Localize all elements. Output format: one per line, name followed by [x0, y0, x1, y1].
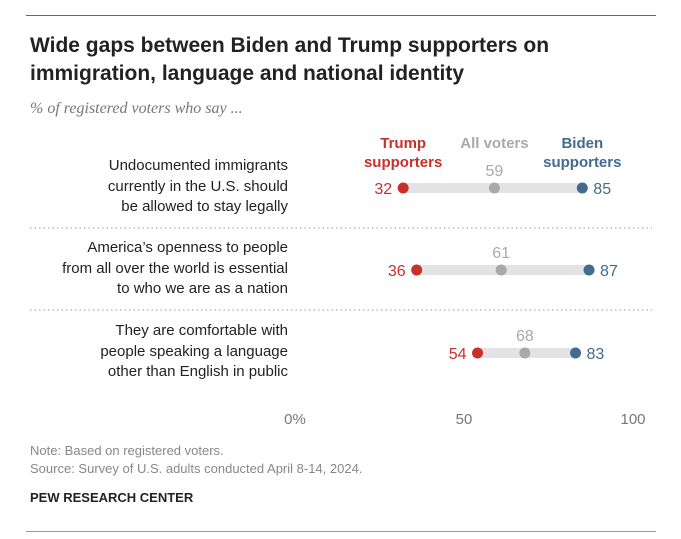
data-label: 36 — [388, 263, 406, 280]
data-label: 68 — [516, 328, 534, 345]
dot-all-voters — [488, 182, 500, 194]
chart-subtitle: % of registered voters who say ... — [30, 100, 243, 117]
legend-label: supporters — [543, 154, 621, 171]
row-label-line: to who we are as a nation — [117, 280, 288, 297]
row-label-line: from all over the world is essential — [62, 259, 288, 277]
data-label: 32 — [374, 181, 392, 198]
row-label-line: currently in the U.S. should — [107, 177, 288, 195]
x-tick-label: 0% — [284, 411, 306, 428]
legend-label: supporters — [364, 154, 442, 171]
row-label: America’s openness to people from all ove… — [30, 238, 288, 300]
chart-title: Wide gaps between Biden and Trump suppor… — [30, 34, 550, 85]
x-tick-label: 50 — [456, 411, 473, 428]
legend-label: All voters — [460, 135, 528, 152]
legend-label: Biden — [561, 135, 603, 152]
dot-biden-supporters — [576, 182, 588, 194]
row-label-line: people speaking a language — [100, 342, 288, 360]
row-label-line: other than English in public — [107, 363, 288, 380]
dot-trump-supporters — [397, 182, 409, 194]
note: Note: Based on registered voters. — [30, 443, 224, 458]
row-label-line: America’s openness to people — [87, 239, 288, 256]
dot-all-voters — [519, 347, 531, 359]
dot-biden-supporters — [583, 264, 595, 276]
bottom-rule — [26, 531, 656, 532]
data-label: 83 — [587, 346, 605, 363]
source: Source: Survey of U.S. adults conducted … — [30, 461, 363, 476]
dot-biden-supporters — [570, 347, 582, 359]
row-label-line: Undocumented immigrants — [108, 157, 288, 174]
legend-label: Trump — [380, 135, 426, 152]
data-label: 85 — [593, 181, 611, 198]
data-label: 54 — [449, 346, 467, 363]
data-label: 59 — [486, 163, 504, 180]
row-label-line: They are comfortable with — [115, 322, 288, 339]
dot-trump-supporters — [472, 347, 484, 359]
dot-trump-supporters — [411, 264, 423, 276]
row-label: They are comfortable with people speaking… — [30, 321, 288, 383]
data-label: 61 — [492, 245, 510, 262]
top-rule — [26, 15, 656, 16]
row-label: Undocumented immigrants currently in the … — [30, 156, 288, 218]
data-label: 87 — [600, 263, 618, 280]
dot-all-voters — [495, 264, 507, 276]
brand-logo-text: PEW RESEARCH CENTER — [30, 490, 194, 505]
row-label-line: be allowed to stay legally — [121, 198, 288, 215]
x-tick-label: 100 — [620, 411, 645, 428]
